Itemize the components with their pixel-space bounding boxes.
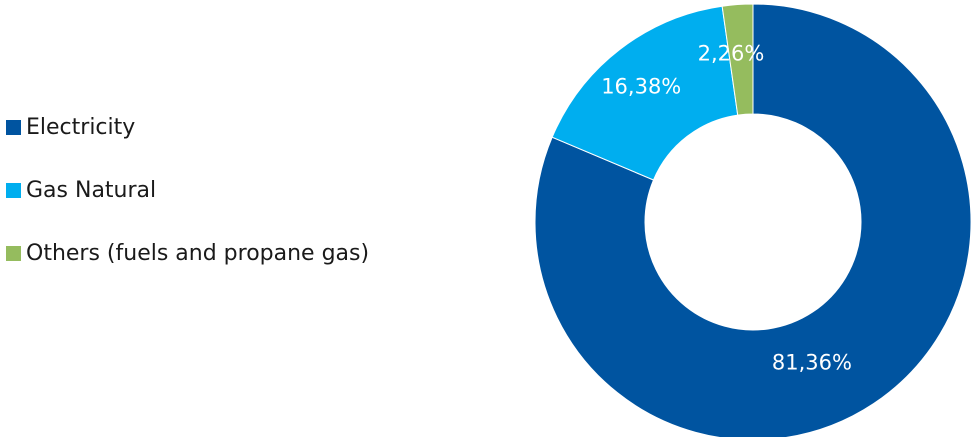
legend-item-gas-natural: Gas Natural: [6, 174, 369, 206]
legend-item-electricity: Electricity: [6, 111, 369, 143]
slice-label-electricity: 81,36%: [772, 351, 852, 375]
legend-label-others: Others (fuels and propane gas): [26, 240, 370, 266]
donut-slice-others-fuels-and-propane-gas: [721, 3, 754, 116]
slice-label-others-fuels-and-propane-gas: 2,26%: [698, 41, 765, 65]
legend-label-gas-natural: Gas Natural: [26, 177, 157, 203]
donut-slice-gas-natural: [551, 5, 739, 181]
legend-swatch-electricity: [6, 119, 21, 135]
donut-slices: [534, 3, 972, 437]
donut-slice-labels: 81,36% 16,38% 2,26%: [601, 41, 852, 374]
slice-label-gas-natural: 16,38%: [601, 74, 681, 98]
legend-item-others: Others (fuels and propane gas): [6, 237, 369, 269]
legend-swatch-others: [6, 245, 21, 261]
legend-label-electricity: Electricity: [26, 114, 136, 140]
legend-swatch-gas-natural: [6, 182, 21, 198]
chart-legend: Electricity Gas Natural Others (fuels an…: [6, 111, 369, 300]
donut-slice-electricity: [534, 3, 972, 437]
